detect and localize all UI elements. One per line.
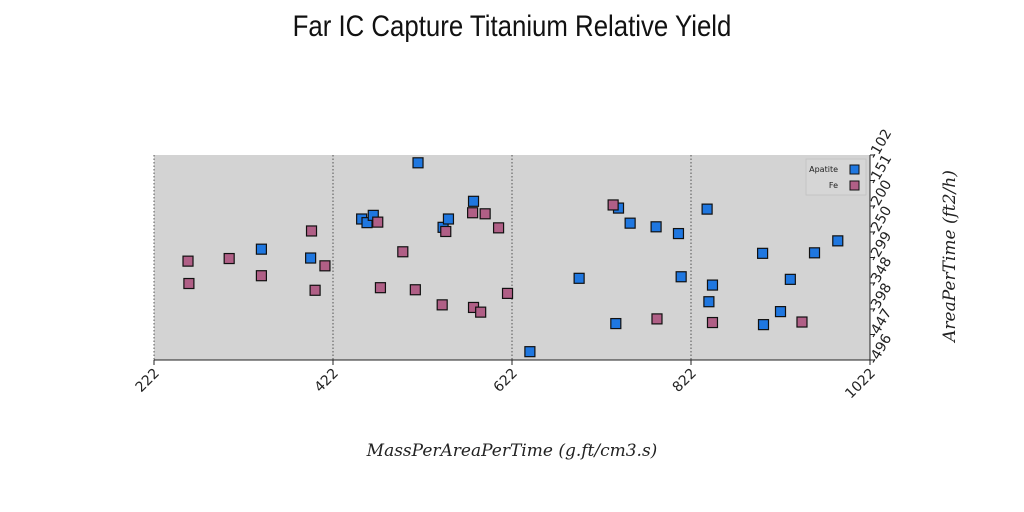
legend-label: Apatite	[809, 165, 838, 174]
point-fe	[409, 284, 421, 296]
point-fe	[501, 287, 514, 300]
point-fe	[182, 255, 194, 267]
point-fe	[255, 270, 267, 282]
x-tick-label: 1022	[842, 366, 879, 403]
point-apatite	[573, 272, 585, 284]
point-fe	[492, 222, 505, 234]
point-apatite	[784, 273, 796, 285]
x-tick-label: 422	[312, 366, 342, 396]
point-fe	[440, 225, 452, 238]
point-apatite	[361, 217, 373, 229]
legend: Apatite Fe	[805, 158, 867, 196]
point-fe	[374, 282, 387, 294]
point-apatite	[255, 243, 267, 255]
point-apatite	[672, 227, 685, 240]
point-apatite	[412, 157, 424, 169]
point-apatite	[774, 306, 787, 318]
point-fe	[372, 216, 384, 228]
legend-label: Fe	[829, 181, 838, 190]
point-apatite	[305, 252, 317, 264]
point-fe	[309, 284, 321, 296]
point-fe	[706, 316, 719, 329]
y-axis-label: AreaPerTime (ft2/h)	[940, 170, 960, 344]
point-fe	[796, 316, 808, 328]
point-fe	[651, 313, 663, 325]
point-fe	[467, 207, 479, 219]
point-apatite	[624, 217, 636, 229]
point-fe	[436, 299, 448, 311]
point-apatite	[524, 346, 536, 358]
point-apatite	[757, 319, 770, 331]
x-tick-label: 622	[491, 366, 521, 396]
point-apatite	[442, 213, 455, 225]
x-axis-label: MassPerAreaPerTime (g.ft/cm3.s)	[366, 441, 658, 461]
point-fe	[397, 246, 409, 258]
point-fe	[607, 199, 619, 211]
y-axis: -102-151-200-250-299-348-398-447-496	[866, 126, 896, 367]
point-apatite	[808, 247, 821, 259]
point-apatite	[701, 203, 713, 215]
x-axis: 222 422 622 822 1022	[133, 359, 879, 403]
data-points	[182, 157, 844, 358]
point-apatite	[675, 271, 687, 283]
point-fe	[319, 260, 331, 272]
point-fe	[223, 252, 235, 265]
point-apatite	[610, 317, 622, 330]
point-apatite	[703, 296, 715, 308]
x-tick-label: 222	[133, 366, 163, 396]
point-apatite	[756, 247, 769, 259]
point-apatite	[650, 221, 662, 233]
point-fe	[183, 277, 195, 290]
point-fe	[475, 306, 487, 318]
point-fe	[305, 225, 318, 237]
point-apatite	[706, 279, 719, 291]
x-tick-label: 822	[670, 366, 700, 396]
legend-swatch	[849, 180, 860, 191]
legend-swatch	[849, 164, 860, 175]
point-apatite	[832, 235, 844, 247]
point-fe	[479, 208, 491, 220]
point-apatite	[467, 195, 480, 207]
chart-title: Far IC Capture Titanium Relative Yield	[292, 10, 732, 43]
